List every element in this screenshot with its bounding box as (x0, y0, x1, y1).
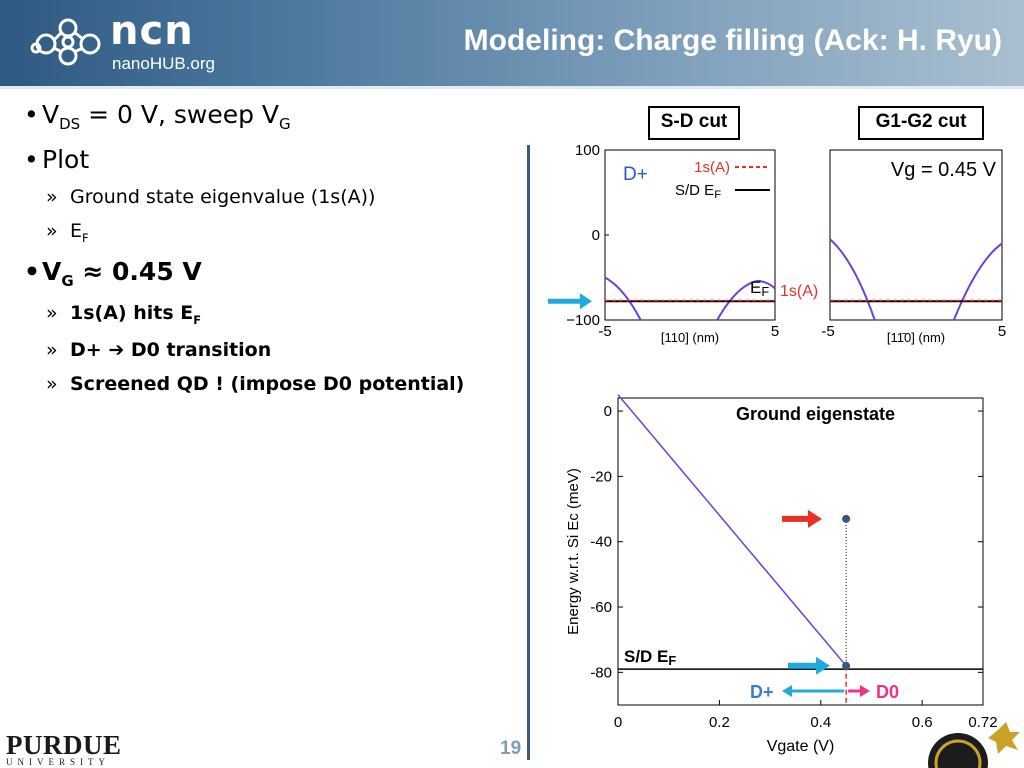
y-tick-label: 0 (592, 227, 600, 244)
x-axis-label: [110] (nm) (661, 330, 719, 345)
x-axis-label: Vgate (V) (767, 738, 835, 755)
red-arrow-head (808, 509, 822, 528)
subbullet-transition: » D+ ➔ D0 transition (46, 338, 272, 361)
ef-annotation: EF (750, 278, 769, 299)
y-tick-label: -80 (590, 664, 612, 681)
x-tick-label: 0 (614, 714, 622, 731)
y-tick-label: -60 (590, 599, 612, 616)
x-tick-label: -5 (821, 323, 834, 340)
x-tick-label: -5 (598, 323, 611, 340)
plot-frame (604, 149, 776, 321)
dzero-label: D0 (876, 682, 899, 702)
potential-curve-right (716, 279, 776, 321)
logo-text: ncn (110, 8, 194, 54)
bullet-vg: •VG ≈ 0.45 V (24, 256, 202, 290)
cyan-arrow-head (580, 293, 592, 310)
sdef-label: S/D EF (624, 647, 676, 668)
plot-frame (829, 149, 1003, 321)
y-axis-label: Energy w.r.t. Si Ec (meV) (565, 468, 582, 635)
page-number: 19 (500, 738, 522, 759)
x-tick-label: 0.2 (709, 714, 730, 731)
potential-curve-left (829, 238, 876, 321)
logo-subtext: nanoHUB.org (112, 54, 216, 73)
molecule-logo-icon (30, 18, 101, 66)
eigenstate-annotation: 1s(A) (780, 283, 818, 300)
legend-sdef-text: S/D EF (675, 182, 721, 201)
dzero-arrow-head (860, 685, 870, 697)
seal-icon (928, 722, 1020, 768)
potential-curve-left (604, 276, 642, 321)
cyan-arrow-head (816, 656, 830, 675)
y-tick-label: -40 (590, 534, 612, 551)
x-tick-label: 5 (771, 323, 779, 340)
subbullet-ground-state: » Ground state eigenvalue (1s(A)) (46, 186, 376, 208)
subbullet-hits-ef: » 1s(A) hits EF (46, 301, 202, 327)
divider-line (527, 145, 530, 760)
subbullet-ef: » EF (46, 220, 89, 245)
bullet-plot: • Plot (24, 145, 90, 174)
vg-annotation: Vg = 0.45 V (891, 159, 997, 181)
ground-eigenstate-line (617, 394, 847, 667)
plot-frame (617, 397, 984, 706)
x-tick-label: 5 (998, 323, 1006, 340)
legend-1sa-text: 1s(A) (694, 159, 730, 176)
bullet-vds: • VDS = 0 V, sweep VG (24, 100, 291, 133)
y-tick-label: 0 (604, 403, 612, 420)
slide-title: Modeling: Charge filling (Ack: H. Ryu) (463, 24, 1002, 57)
x-axis-label: [11̄0] (nm) (887, 330, 945, 345)
sd-cut-label: S-D cut (648, 106, 740, 140)
chart-title: Ground eigenstate (736, 404, 895, 424)
header-bar (0, 0, 1024, 86)
y-tick-label: -20 (590, 468, 612, 485)
purdue-logo: PURDUE UNIVERSITY (6, 730, 122, 767)
dplus-annotation: D+ (623, 164, 648, 185)
dplus-label: D+ (750, 682, 774, 702)
y-tick-label: 100 (575, 142, 600, 159)
data-point (842, 661, 851, 670)
header-rule (0, 86, 1024, 89)
dplus-arrow-head (782, 685, 792, 697)
potential-curve-right (952, 242, 1003, 321)
data-point (842, 514, 851, 523)
x-tick-label: 0.4 (810, 714, 831, 731)
y-tick-label: −100 (566, 312, 600, 329)
g1g2-cut-label: G1-G2 cut (858, 106, 984, 140)
bullet-list: • VDS = 0 V, sweep VG • Plot » Ground state… (24, 100, 524, 407)
subbullet-screened-qd: » Screened QD ! (impose D0 potential) (46, 372, 465, 395)
